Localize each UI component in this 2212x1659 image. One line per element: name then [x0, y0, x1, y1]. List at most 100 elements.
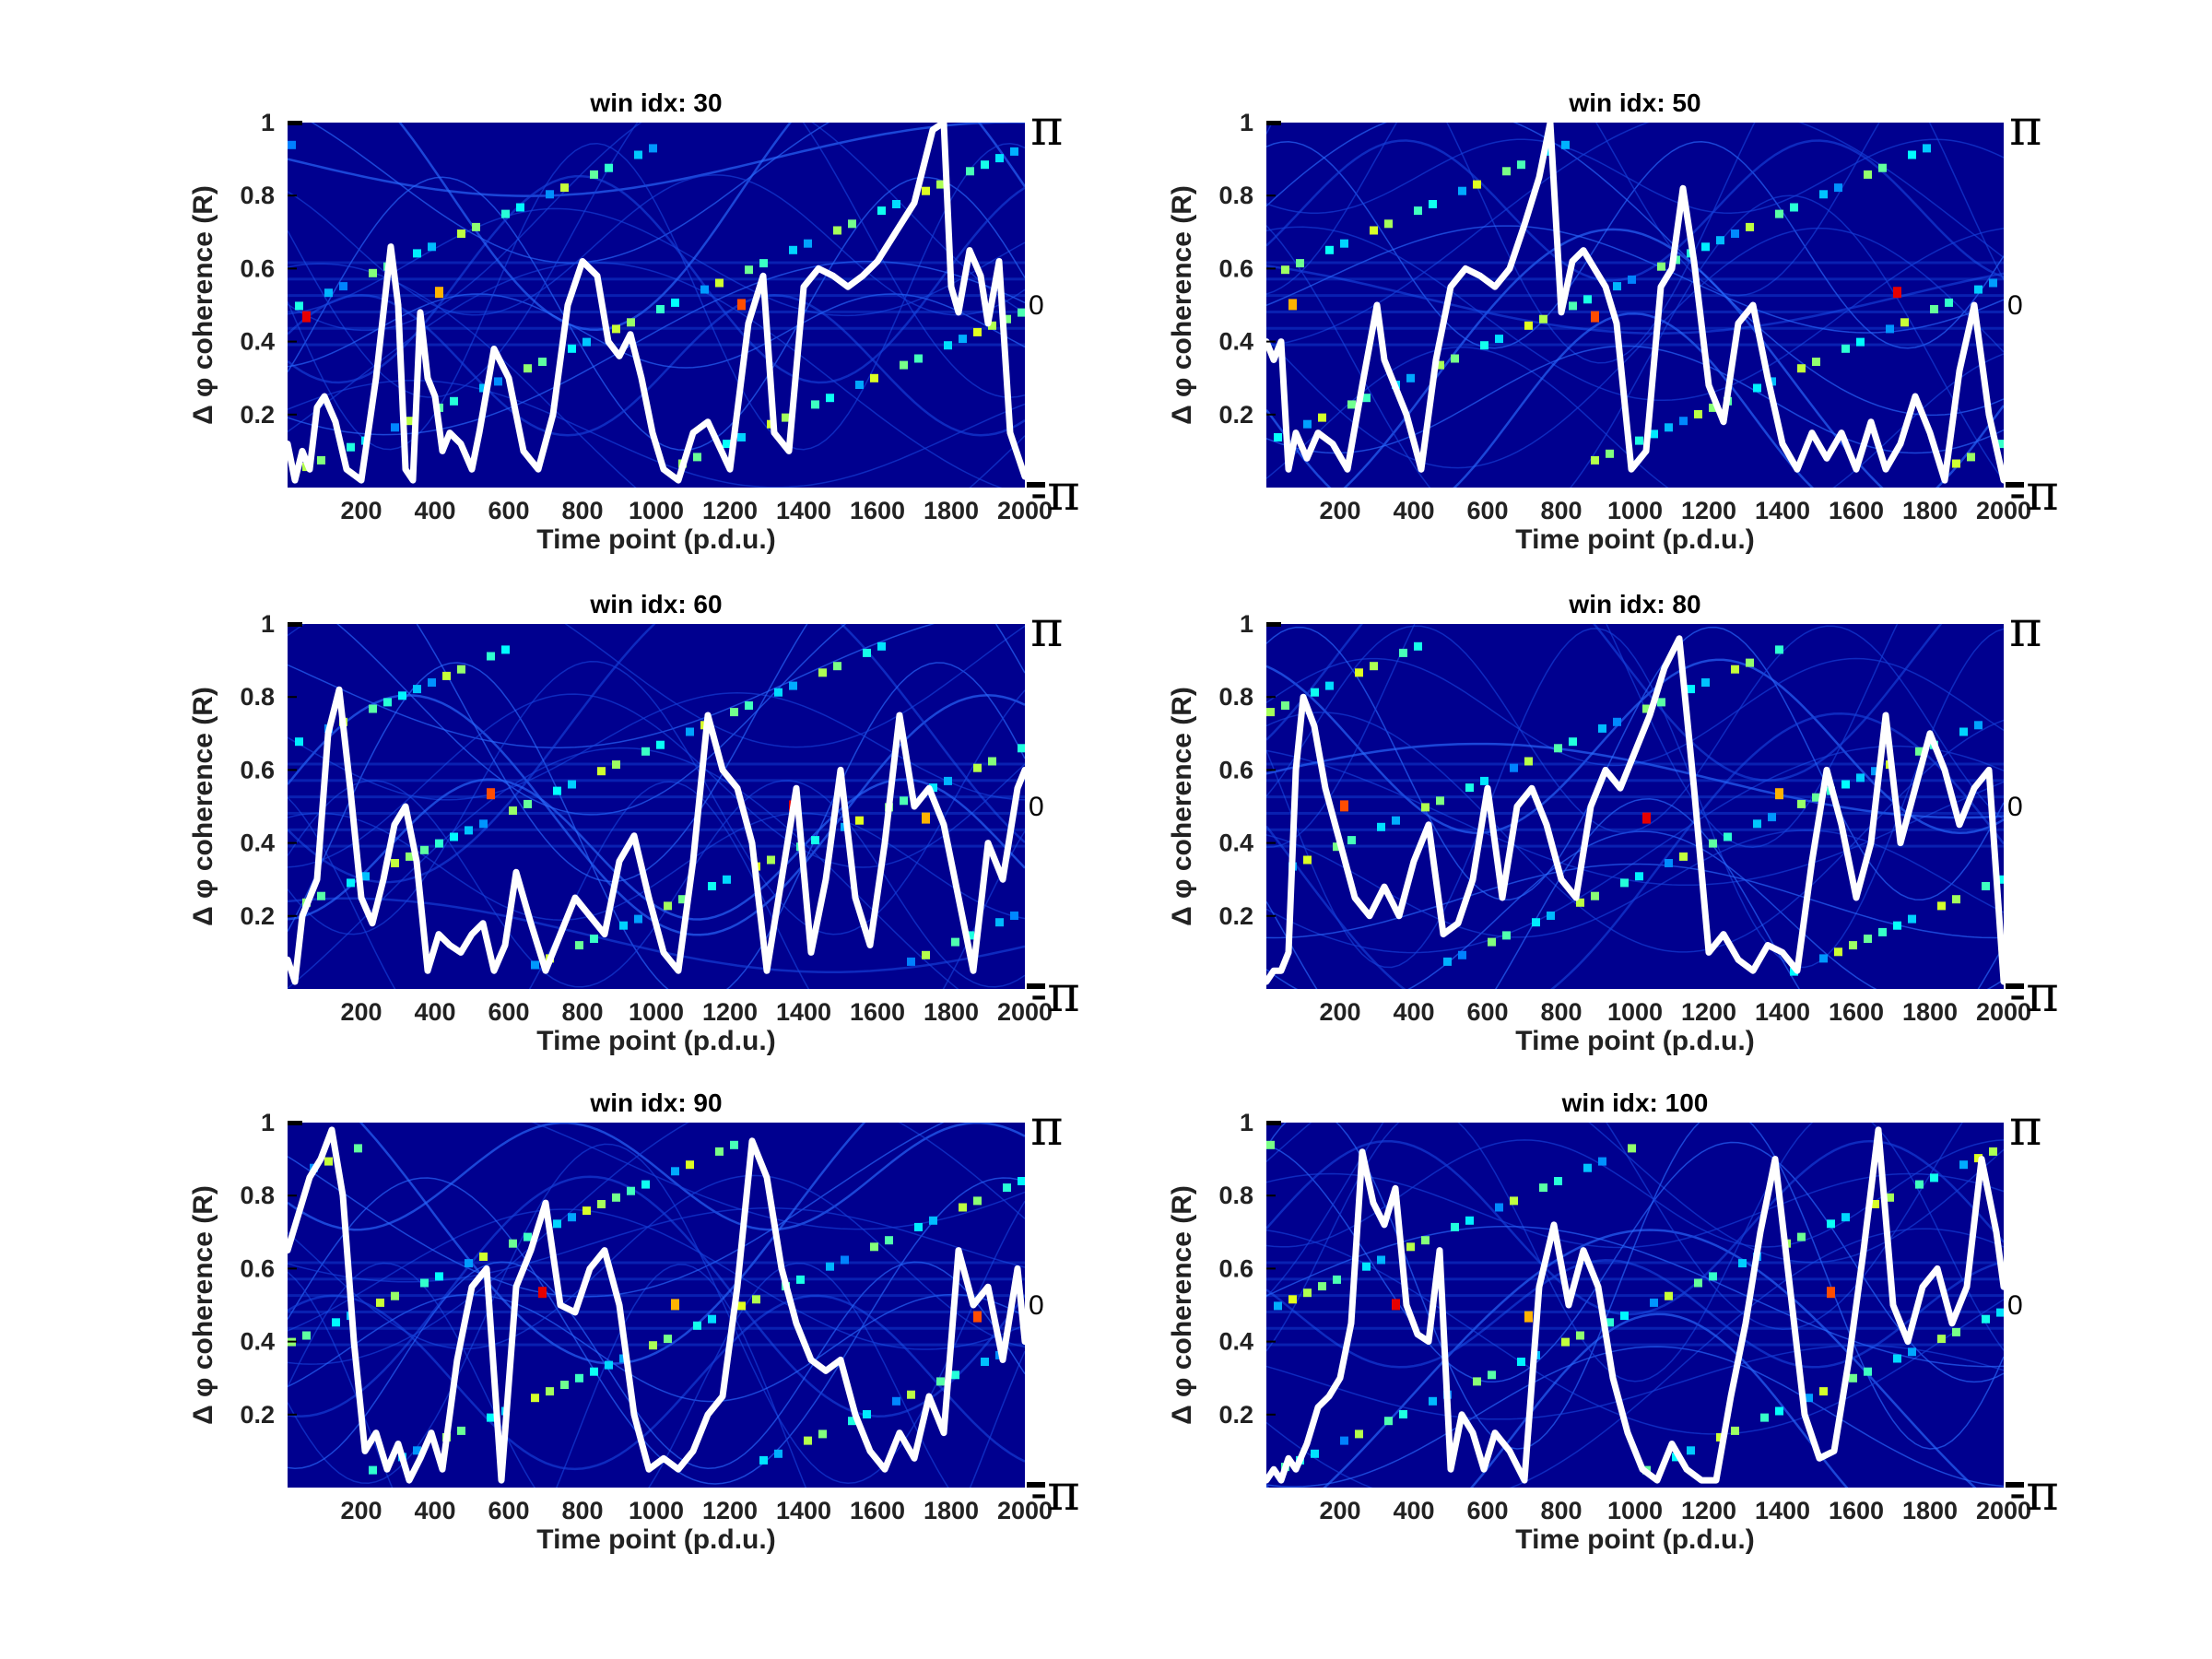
heatmap-cell — [981, 160, 989, 170]
heatmap-cell — [1406, 1242, 1415, 1252]
heatmap-cell — [1488, 1371, 1496, 1380]
phase-trace — [1343, 228, 1884, 488]
heatmap-hotspot — [737, 299, 746, 311]
phase-trace — [288, 624, 1025, 884]
heatmap-cell — [1834, 183, 1842, 193]
heatmap-cell — [420, 845, 429, 854]
heatmap-cell — [1650, 1298, 1658, 1307]
heatmap-cell — [1908, 914, 1916, 924]
heatmap-cell — [1547, 912, 1555, 920]
phase-band — [1266, 343, 2004, 347]
heatmap-cell — [295, 301, 303, 311]
heatmap-cell — [1996, 1308, 2004, 1317]
heatmap-cell — [1731, 1426, 1739, 1435]
heatmap-cell — [1657, 262, 1665, 271]
heatmap-cell — [737, 1301, 746, 1311]
heatmap-cell — [1952, 1327, 1960, 1336]
heatmap-cell — [892, 200, 900, 208]
phase-band — [1266, 1277, 2004, 1281]
x-tick-label: 200 — [1319, 998, 1360, 1026]
x-tick-label: 600 — [1466, 497, 1508, 524]
heatmap-cell — [1974, 285, 1983, 294]
heatmap-cell — [524, 799, 532, 808]
heatmap-cell — [1018, 744, 1025, 753]
heatmap-cell — [413, 249, 421, 258]
phase-trace — [288, 293, 1025, 369]
phase-trace — [1266, 628, 2004, 969]
heatmap-cell — [1974, 1154, 1983, 1163]
x-tick-label: 1200 — [1681, 497, 1736, 524]
corner-mark — [2006, 482, 2024, 488]
phase-trace — [1266, 312, 2004, 488]
heatmap-cell — [450, 396, 458, 406]
heatmap-cell — [1819, 1387, 1828, 1396]
heatmap-cell — [870, 1242, 878, 1252]
phase-trace — [288, 1261, 1025, 1469]
heatmap-cell — [1864, 1367, 1872, 1376]
phase-trace — [288, 1264, 1025, 1488]
heatmap-cell — [1561, 140, 1570, 149]
heatmap-cell — [1849, 1373, 1857, 1382]
heatmap-cell — [391, 859, 399, 867]
heatmap-cell — [1819, 190, 1828, 199]
heatmap-cell — [317, 455, 325, 465]
heatmap-hotspot — [1893, 287, 1901, 299]
heatmap-cell — [288, 140, 296, 149]
heatmap-cell — [516, 203, 524, 212]
heatmap-hotspot — [538, 1287, 547, 1299]
heatmap-cell — [1841, 344, 1850, 353]
heatmap-cell — [1576, 898, 1584, 907]
heatmap-cell — [796, 1275, 805, 1284]
heatmap-cell — [457, 229, 465, 238]
y-tick-label: 0.8 — [240, 182, 275, 209]
right-tick-minus-pi: -π — [1030, 1464, 1080, 1522]
heatmap-cell — [1665, 859, 1673, 867]
x-tick-label: 1800 — [1902, 998, 1958, 1026]
x-tick-label: 1200 — [702, 1497, 758, 1524]
heatmap-cell — [715, 1147, 724, 1156]
heatmap-cell — [457, 1426, 465, 1435]
heatmap-cell — [907, 957, 915, 966]
heatmap-cell — [1539, 314, 1547, 324]
heatmap-cell — [1370, 662, 1378, 671]
phase-trace — [288, 293, 1025, 437]
y-tick-label: 1 — [1240, 1109, 1253, 1136]
y-tick-label: 0.8 — [240, 1182, 275, 1209]
phase-trace — [288, 142, 1025, 451]
phase-band — [288, 294, 1025, 298]
heatmap-cell — [1805, 1394, 1813, 1403]
corner-mark — [288, 622, 302, 627]
heatmap-cell — [1613, 282, 1621, 291]
corner-mark — [2006, 983, 2024, 989]
heatmap-cell — [922, 186, 930, 195]
heatmap-cell — [1473, 1377, 1481, 1386]
heatmap-cell — [1340, 239, 1348, 248]
heatmap-hotspot — [1340, 800, 1348, 812]
coherence-line — [288, 123, 1025, 484]
heatmap-cell — [1591, 891, 1599, 900]
heatmap-cell — [737, 433, 746, 441]
x-tick-label: 2000 — [1976, 497, 2031, 524]
heatmap-cell — [759, 1455, 768, 1465]
heatmap-cell — [774, 1449, 782, 1458]
heatmap-cell — [641, 747, 650, 756]
phase-trace — [288, 692, 1025, 801]
heatmap-cell — [1982, 882, 1990, 890]
heatmap-cell — [745, 701, 753, 710]
heatmap-cell — [664, 901, 672, 911]
x-tick-label: 400 — [414, 998, 455, 1026]
phase-band — [1266, 828, 2004, 831]
y-tick-label: 0.6 — [240, 254, 275, 282]
heatmap-cell — [597, 767, 606, 776]
phase-trace — [398, 123, 1025, 332]
heatmap-cell — [1266, 1140, 1275, 1149]
right-tick-pi: π — [2009, 99, 2042, 157]
heatmap-cell — [1864, 935, 1872, 943]
heatmap-cell — [1856, 337, 1865, 347]
x-tick-label: 1200 — [1681, 998, 1736, 1026]
phase-trace — [416, 624, 1025, 883]
heatmap-cell — [1465, 1216, 1474, 1225]
heatmap-cell — [1318, 1282, 1326, 1291]
phase-trace — [311, 123, 830, 264]
heatmap-cell — [1812, 358, 1820, 366]
